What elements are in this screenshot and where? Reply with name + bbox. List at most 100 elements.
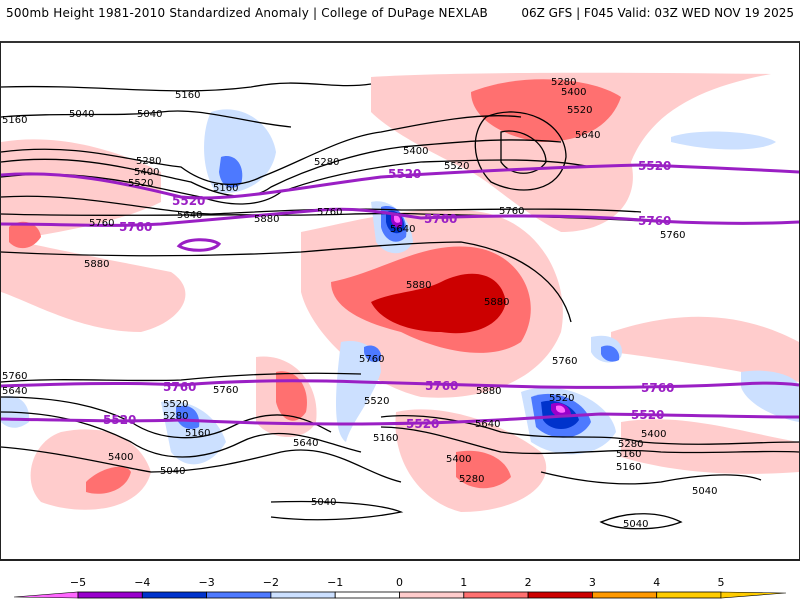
contour-label: 5160 <box>185 428 210 439</box>
contour-line <box>540 471 762 485</box>
highlight-label: 5520 <box>631 408 664 422</box>
contour-label: 5760 <box>660 230 685 241</box>
highlight-label: 5520 <box>406 417 439 431</box>
colorbar-segment <box>592 591 658 599</box>
contour-label: 5760 <box>317 207 342 218</box>
contour-label: 5760 <box>499 206 524 217</box>
contour-line <box>1 372 362 383</box>
negative-anomaly-region <box>336 341 381 442</box>
contour-line <box>1 115 522 185</box>
contour-label: 5400 <box>561 87 586 98</box>
contour-label: 5160 <box>616 462 641 473</box>
contour-5760-north <box>1 207 799 227</box>
map-svg: 5160 5040 5040 5160 5280 5400 5520 5160 … <box>1 72 799 530</box>
colorbar-segment <box>141 591 208 599</box>
colorbar-tick-label: 4 <box>653 576 660 589</box>
contour-line <box>1 139 562 197</box>
contour-label: 5280 <box>459 474 484 485</box>
contour-line <box>474 111 567 191</box>
moderate-negative-anomaly <box>219 156 243 188</box>
contour-label: 5880 <box>406 280 431 291</box>
colorbar-segment <box>656 591 722 599</box>
moderate-positive-anomaly <box>456 450 511 489</box>
contour-label: 5760 <box>552 356 577 367</box>
colorbar-tick-label: 1 <box>460 576 467 589</box>
contour-label: 5400 <box>641 429 666 440</box>
colorbar-tick-label: −3 <box>198 576 214 589</box>
positive-anomaly-region <box>30 429 151 510</box>
contour-label: 5520 <box>163 399 188 410</box>
colorbar-tick-label: 5 <box>718 576 725 589</box>
positive-anomaly-region <box>611 316 799 382</box>
contour-label: 5040 <box>623 519 648 530</box>
contour-line <box>380 426 799 455</box>
colorbar-tick-label: −2 <box>263 576 279 589</box>
contour-5520-south <box>1 412 799 426</box>
contour-label: 5640 <box>2 386 27 397</box>
contour-label: 5640 <box>177 210 202 221</box>
chart-title: 500mb Height 1981-2010 Standardized Anom… <box>6 6 488 20</box>
contour-labels: 5160 5040 5040 5160 5280 5400 5520 5160 … <box>2 77 717 530</box>
contour-line <box>380 415 799 445</box>
colorbar-ticks: −5 −4 −3 −2 −1 0 1 2 3 4 5 <box>70 576 725 589</box>
colorbar-tick-label: 0 <box>396 576 403 589</box>
contour-label: 5640 <box>475 419 500 430</box>
contour-label: 5040 <box>311 497 336 508</box>
extreme-negative-anomaly <box>556 405 566 413</box>
contour-label: 5640 <box>575 130 600 141</box>
colorbar-tick-label: 2 <box>525 576 532 589</box>
colorbar: −5 −4 −3 −2 −1 0 1 2 3 4 5 <box>13 576 787 599</box>
colorbar-segment <box>270 591 336 599</box>
contour-label: 5880 <box>254 214 279 225</box>
contour-line <box>1 82 372 92</box>
colorbar-segment <box>463 591 529 599</box>
colorbar-segment <box>334 591 400 599</box>
map-panel: 5160 5040 5040 5160 5280 5400 5520 5160 … <box>0 41 800 561</box>
colorbar-segment <box>13 591 79 599</box>
negative-anomaly-region <box>671 131 776 150</box>
contour-5760-south <box>1 379 799 389</box>
positive-anomaly-region <box>371 72 771 233</box>
contour-label: 5160 <box>2 115 27 126</box>
anomaly-shading <box>1 72 799 512</box>
contour-label: 5160 <box>373 433 398 444</box>
contour-label: 5160 <box>213 183 238 194</box>
contour-label: 5400 <box>108 452 133 463</box>
moderate-negative-anomaly <box>364 345 382 363</box>
moderate-positive-anomaly <box>471 79 621 142</box>
contour-label: 5880 <box>84 259 109 270</box>
moderate-positive-anomaly <box>276 371 307 421</box>
contour-label: 5760 <box>359 354 384 365</box>
contour-label: 5520 <box>567 105 592 116</box>
colorbar-segment <box>206 591 272 599</box>
contour-label: 5640 <box>293 438 318 449</box>
contour-label: 5160 <box>616 449 641 460</box>
contour-label: 5760 <box>213 385 238 396</box>
contour-label: 5280 <box>618 439 643 450</box>
contour-5760-closed <box>176 238 222 252</box>
contour-line <box>599 513 683 530</box>
colorbar-tick-label: −4 <box>134 576 150 589</box>
contour-label: 5280 <box>163 411 188 422</box>
contour-label: 5880 <box>484 297 509 308</box>
run-valid-time: 06Z GFS | F045 Valid: 03Z WED NOV 19 202… <box>521 6 794 20</box>
highlight-label: 5520 <box>638 159 671 173</box>
contour-label: 5160 <box>175 90 200 101</box>
highlight-label: 5760 <box>424 212 457 226</box>
highlight-label: 5520 <box>172 194 205 208</box>
contour-label: 5520 <box>444 161 469 172</box>
contour-line <box>1 241 572 323</box>
contour-label: 5640 <box>390 224 415 235</box>
highlight-labels: 5520 5520 5760 5760 5520 5760 5760 5520 … <box>103 159 674 431</box>
contour-label: 5280 <box>314 157 339 168</box>
colorbar-segment <box>399 591 465 599</box>
positive-anomaly-region <box>1 237 186 332</box>
contour-label: 5520 <box>364 396 389 407</box>
contour-label: 5400 <box>134 167 159 178</box>
highlight-label: 5760 <box>638 214 671 228</box>
contour-label: 5400 <box>446 454 471 465</box>
colorbar-segment <box>77 591 143 599</box>
highlight-label: 5760 <box>425 379 458 393</box>
negative-anomaly-region <box>741 370 799 422</box>
contour-label: 5760 <box>2 371 27 382</box>
